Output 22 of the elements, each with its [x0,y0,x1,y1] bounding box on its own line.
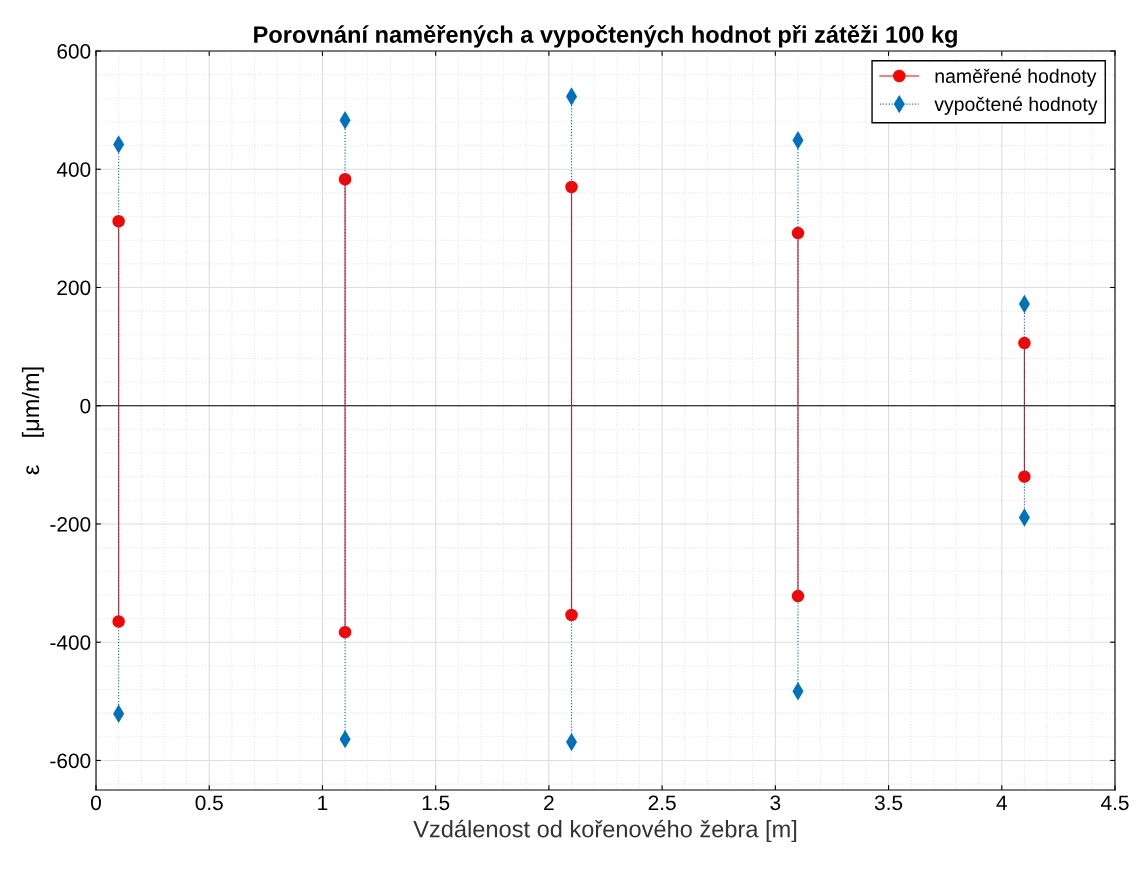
x-tick-label: 1 [318,795,328,810]
y-tick-label: 0 [80,398,91,414]
x-tick-label: 2 [544,795,554,810]
y-tick-label: -200 [50,516,91,532]
x-tick-label: 2.5 [648,795,676,811]
x-tick-label: 3.5 [874,795,903,811]
x-tick-label: 1.5 [422,795,450,811]
x-tick-label: 4 [996,795,1007,810]
x-tick-label: 4.5 [1101,795,1129,811]
y-tick-label: -400 [50,635,91,650]
y-tick-label: 600 [57,44,91,59]
legend-label: vypočtené hodnoty [934,96,1098,115]
x-tick-label: 0 [91,795,101,811]
x-tick-label: 3 [770,795,781,811]
y-tick-label: 400 [56,162,91,177]
x-tick-label: 0.5 [195,795,223,811]
y-axis-title: ε [μm/m] [21,367,44,475]
chart-title: Porovnání naměřených a vypočtených hodnot při zátěži 100 kg [254,25,957,48]
y-tick-label: 200 [57,280,91,296]
y-tick-label: -600 [50,753,91,769]
x-axis-title: Vzdálenost od kořenového žebra [m] [413,819,797,843]
legend-label: naměřené hodnoty [935,68,1097,87]
